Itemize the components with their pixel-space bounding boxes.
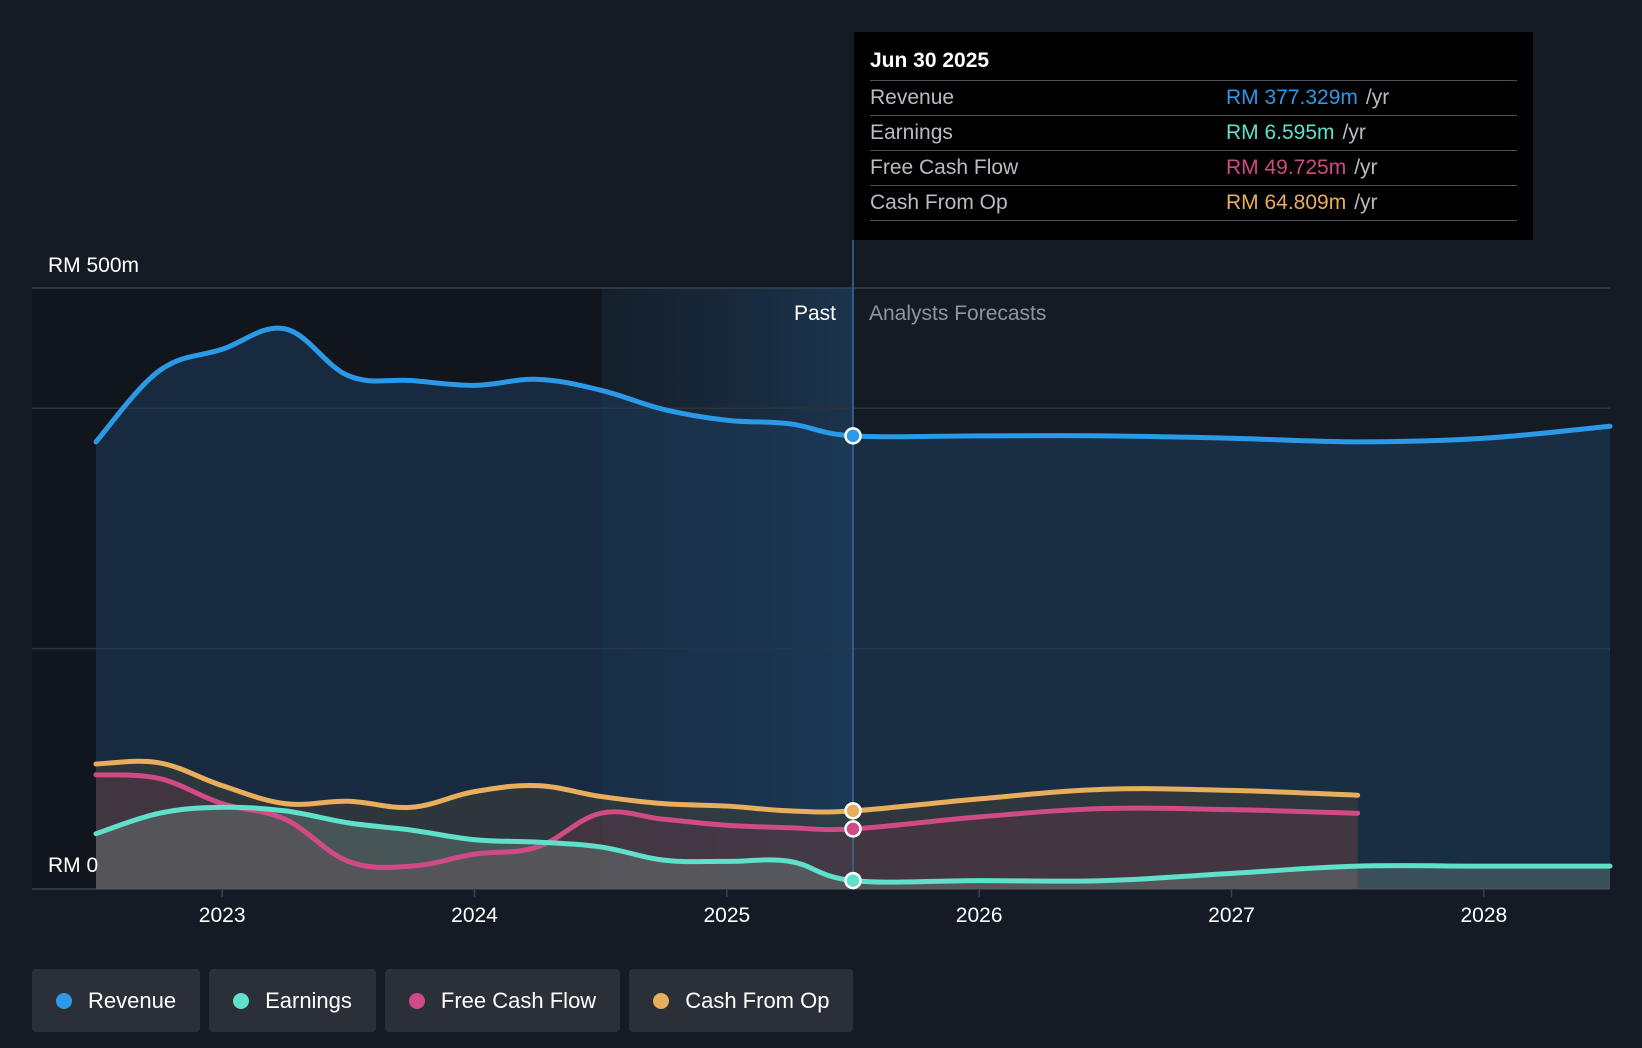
x-axis-ticks: 2023 2024 2025 2026 2027 2028 — [199, 889, 1507, 927]
past-label: Past — [794, 302, 836, 325]
legend-item-free-cash-flow[interactable]: Free Cash Flow — [384, 969, 621, 1032]
revenue-marker[interactable] — [844, 427, 862, 445]
tooltip-row-free-cash-flow: Free Cash Flow RM 49.725m /yr — [870, 150, 1517, 185]
legend-label: Cash From Op — [685, 987, 830, 1013]
x-tick-label: 2026 — [956, 904, 1003, 927]
series-lines — [93, 325, 1613, 885]
tooltip-value: RM 6.595m — [1226, 121, 1335, 144]
forecast-label: Analysts Forecasts — [869, 302, 1046, 325]
earnings-area — [96, 807, 1610, 889]
tooltip-row-revenue: Revenue RM 377.329m /yr — [870, 80, 1517, 115]
tooltip-label: Earnings — [870, 121, 953, 144]
cash-from-op-marker[interactable] — [844, 802, 862, 820]
legend-item-revenue[interactable]: Revenue — [32, 969, 201, 1032]
tooltip-date: Jun 30 2025 — [870, 49, 990, 72]
revenue-line — [93, 325, 1613, 445]
y-axis-top-label: RM 500m — [48, 254, 139, 277]
x-tick-label: 2025 — [703, 904, 750, 927]
revenue-dot-icon — [56, 992, 72, 1009]
free-cash-flow-area — [96, 774, 1358, 889]
tooltip-unit: /yr — [1354, 191, 1378, 214]
free-cash-flow-marker[interactable] — [844, 820, 862, 838]
free-cash-flow-dot-icon — [408, 992, 425, 1009]
tooltip-value: RM 49.725m — [1226, 156, 1347, 179]
tooltip-row-earnings: Earnings RM 6.595m /yr — [870, 115, 1517, 150]
legend-item-cash-from-op[interactable]: Cash From Op — [629, 969, 854, 1032]
tooltip: Jun 30 2025 Revenue RM 377.329m /yr Earn… — [854, 32, 1533, 240]
cash-from-op-dot-icon — [653, 992, 670, 1009]
y-axis-bottom-label: RM 0 — [48, 854, 98, 877]
x-tick-label: 2028 — [1460, 904, 1507, 927]
tooltip-unit: /yr — [1354, 156, 1378, 179]
cash-from-op-line — [93, 758, 1361, 815]
tooltip-row-cash-from-op: Cash From Op RM 64.809m /yr — [870, 185, 1517, 221]
x-tick-label: 2027 — [1208, 904, 1255, 927]
legend: Revenue Earnings Free Cash Flow Cash Fro… — [32, 969, 854, 1032]
legend-label: Earnings — [265, 987, 352, 1013]
highlight-markers — [844, 427, 862, 890]
tooltip-value: RM 64.809m — [1226, 191, 1347, 214]
earnings-line — [93, 804, 1613, 885]
tooltip-unit: /yr — [1365, 86, 1390, 109]
earnings-marker[interactable] — [844, 871, 862, 890]
tooltip-label: Revenue — [870, 86, 955, 109]
legend-label: Revenue — [88, 987, 177, 1013]
legend-item-earnings[interactable]: Earnings — [209, 969, 376, 1032]
tooltip-value: RM 377.329m — [1226, 86, 1358, 109]
x-tick-label: 2023 — [199, 904, 246, 927]
tooltip-label: Free Cash Flow — [870, 156, 1019, 179]
x-tick-label: 2024 — [451, 904, 498, 927]
earnings-dot-icon — [233, 992, 250, 1009]
free-cash-flow-line — [93, 772, 1361, 870]
legend-label: Free Cash Flow — [440, 987, 597, 1013]
tooltip-label: Cash From Op — [870, 191, 1008, 214]
tooltip-unit: /yr — [1342, 121, 1366, 144]
